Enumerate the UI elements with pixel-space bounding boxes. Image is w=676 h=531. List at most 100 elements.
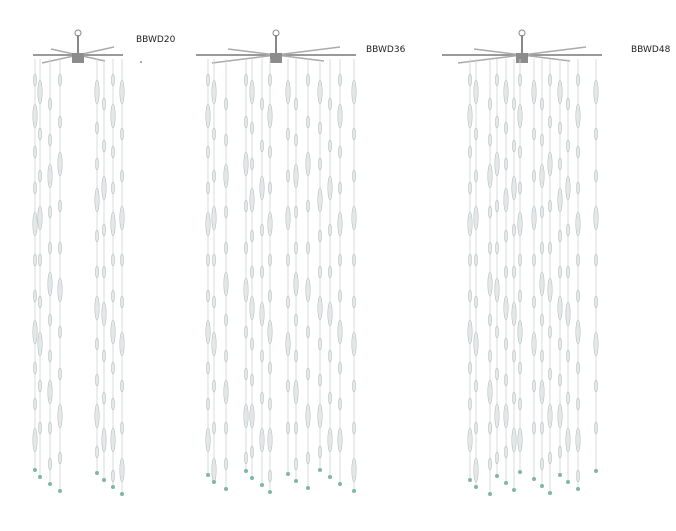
- crystal: [250, 265, 254, 279]
- bead: [352, 489, 356, 493]
- crystal: [38, 295, 42, 309]
- crystal: [532, 421, 536, 435]
- crystal: [250, 229, 254, 243]
- crystal: [102, 139, 106, 153]
- crystal: [594, 253, 598, 267]
- crystal: [517, 211, 523, 237]
- crystal: [267, 427, 273, 453]
- bead: [38, 475, 42, 479]
- crystal: [102, 391, 106, 405]
- crystal: [58, 451, 62, 465]
- crystal: [511, 427, 517, 453]
- crystal: [575, 103, 581, 129]
- crystal: [504, 157, 508, 171]
- crystal: [95, 373, 99, 387]
- crystal: [37, 331, 43, 357]
- crystal: [566, 97, 570, 111]
- crystal: [206, 73, 210, 87]
- crystal: [285, 79, 291, 105]
- hook: [272, 29, 280, 37]
- crystal: [338, 253, 342, 267]
- crystal: [504, 445, 508, 459]
- crystal: [518, 397, 522, 411]
- crystal: [244, 199, 248, 213]
- crystal: [48, 97, 52, 111]
- crystal: [317, 79, 323, 105]
- crystal: [318, 121, 322, 135]
- crystal: [206, 397, 210, 411]
- crystal: [101, 427, 107, 453]
- crystal: [211, 457, 217, 483]
- crystal: [293, 271, 299, 297]
- crystal: [504, 229, 508, 243]
- crystal: [504, 337, 508, 351]
- crystal: [532, 295, 536, 309]
- crystal: [518, 73, 522, 87]
- crystal: [558, 337, 562, 351]
- crystal: [294, 313, 298, 327]
- crystal: [473, 457, 479, 483]
- crystal: [32, 211, 38, 237]
- crystal: [48, 457, 52, 471]
- crystal: [495, 451, 499, 465]
- crystal: [468, 397, 472, 411]
- crystal: [47, 271, 53, 297]
- crystal: [95, 229, 99, 243]
- bead: [566, 480, 570, 484]
- crystal: [566, 223, 570, 237]
- crystal: [352, 421, 356, 435]
- crystal: [518, 361, 522, 375]
- crystal: [37, 205, 43, 231]
- crystal: [249, 295, 255, 321]
- crystal: [488, 97, 492, 111]
- crystal: [566, 139, 570, 153]
- crystal: [474, 127, 478, 141]
- crystal: [224, 133, 228, 147]
- crystal: [593, 205, 599, 231]
- crystal: [47, 379, 53, 405]
- crystal: [593, 331, 599, 357]
- bead: [206, 473, 210, 477]
- crystal: [94, 187, 100, 213]
- crystal: [249, 187, 255, 213]
- crystal: [119, 331, 125, 357]
- crystal: [488, 349, 492, 363]
- crystal: [540, 349, 544, 363]
- crystal: [306, 199, 310, 213]
- crystal: [260, 349, 264, 363]
- bead: [576, 487, 580, 491]
- crystal: [576, 289, 580, 303]
- crystal: [224, 97, 228, 111]
- crystal: [33, 289, 37, 303]
- crystal: [531, 331, 537, 357]
- crystal: [294, 97, 298, 111]
- crystal: [518, 181, 522, 195]
- crystal: [328, 223, 332, 237]
- crystal: [286, 253, 290, 267]
- crystal: [512, 265, 516, 279]
- crystal: [102, 97, 106, 111]
- bead: [250, 476, 254, 480]
- crystal: [111, 181, 115, 195]
- crystal: [337, 211, 343, 237]
- crystal: [318, 445, 322, 459]
- crystal: [94, 295, 100, 321]
- crystal: [488, 457, 492, 471]
- crystal: [352, 379, 356, 393]
- crystal: [467, 103, 473, 129]
- crystal: [32, 427, 38, 453]
- hub: [270, 53, 282, 63]
- crystal: [111, 361, 115, 375]
- crystal: [294, 421, 298, 435]
- crystal: [338, 181, 342, 195]
- crystal: [211, 331, 217, 357]
- crystal: [305, 277, 311, 303]
- crystal: [337, 319, 343, 345]
- crystal: [285, 205, 291, 231]
- crystal: [532, 253, 536, 267]
- crystal: [268, 145, 272, 159]
- crystal: [566, 265, 570, 279]
- crystal: [57, 277, 63, 303]
- crystal: [576, 469, 580, 483]
